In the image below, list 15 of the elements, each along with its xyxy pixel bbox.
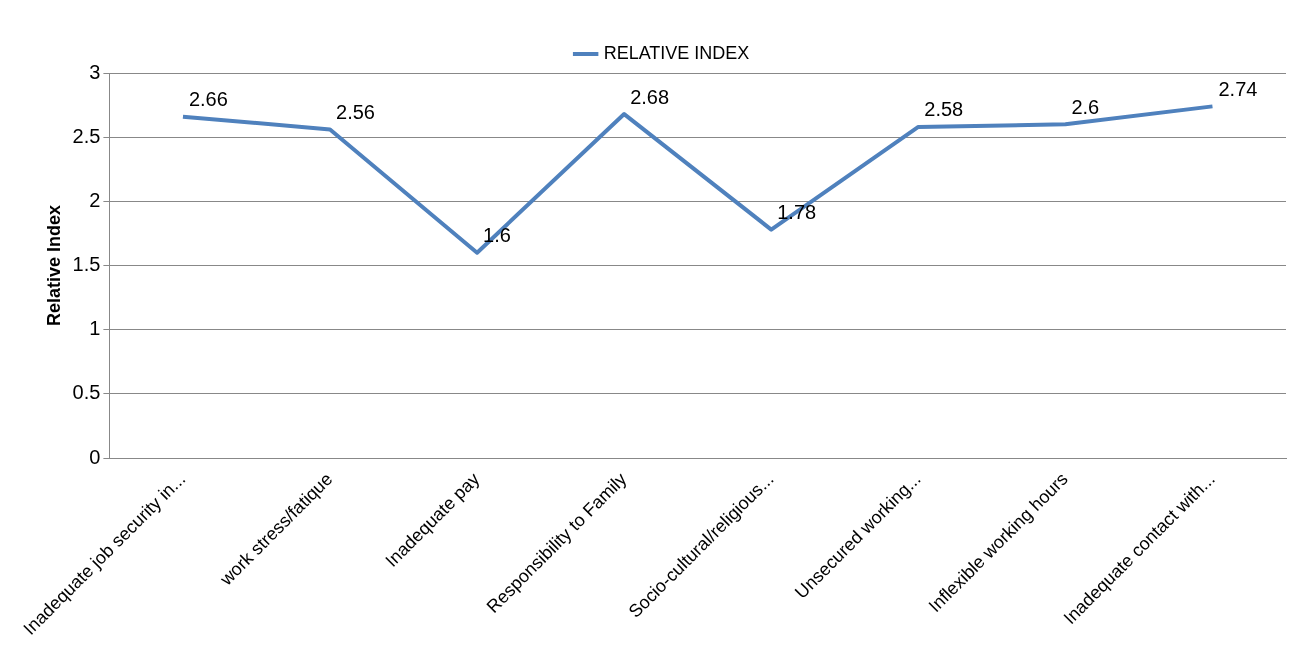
y-tick-label: 1: [89, 317, 101, 340]
data-label: 2.68: [630, 85, 670, 108]
y-tick-label: 2.5: [72, 124, 101, 147]
y-tick-label: 2: [89, 188, 101, 211]
data-label: 2.74: [1218, 77, 1258, 100]
y-tick-label: 0: [89, 445, 101, 468]
data-label: 2.6: [1071, 95, 1100, 118]
data-label: 2.66: [188, 88, 228, 111]
legend-label: RELATIVE INDEX: [603, 42, 750, 63]
data-label: 2.56: [336, 100, 375, 123]
y-tick-label: 3: [89, 60, 101, 83]
y-axis-title: Relative Index: [43, 205, 64, 327]
data-label: 2.58: [924, 98, 964, 121]
y-tick-label: 1.5: [72, 253, 101, 276]
y-tick-label: 0.5: [72, 381, 101, 404]
